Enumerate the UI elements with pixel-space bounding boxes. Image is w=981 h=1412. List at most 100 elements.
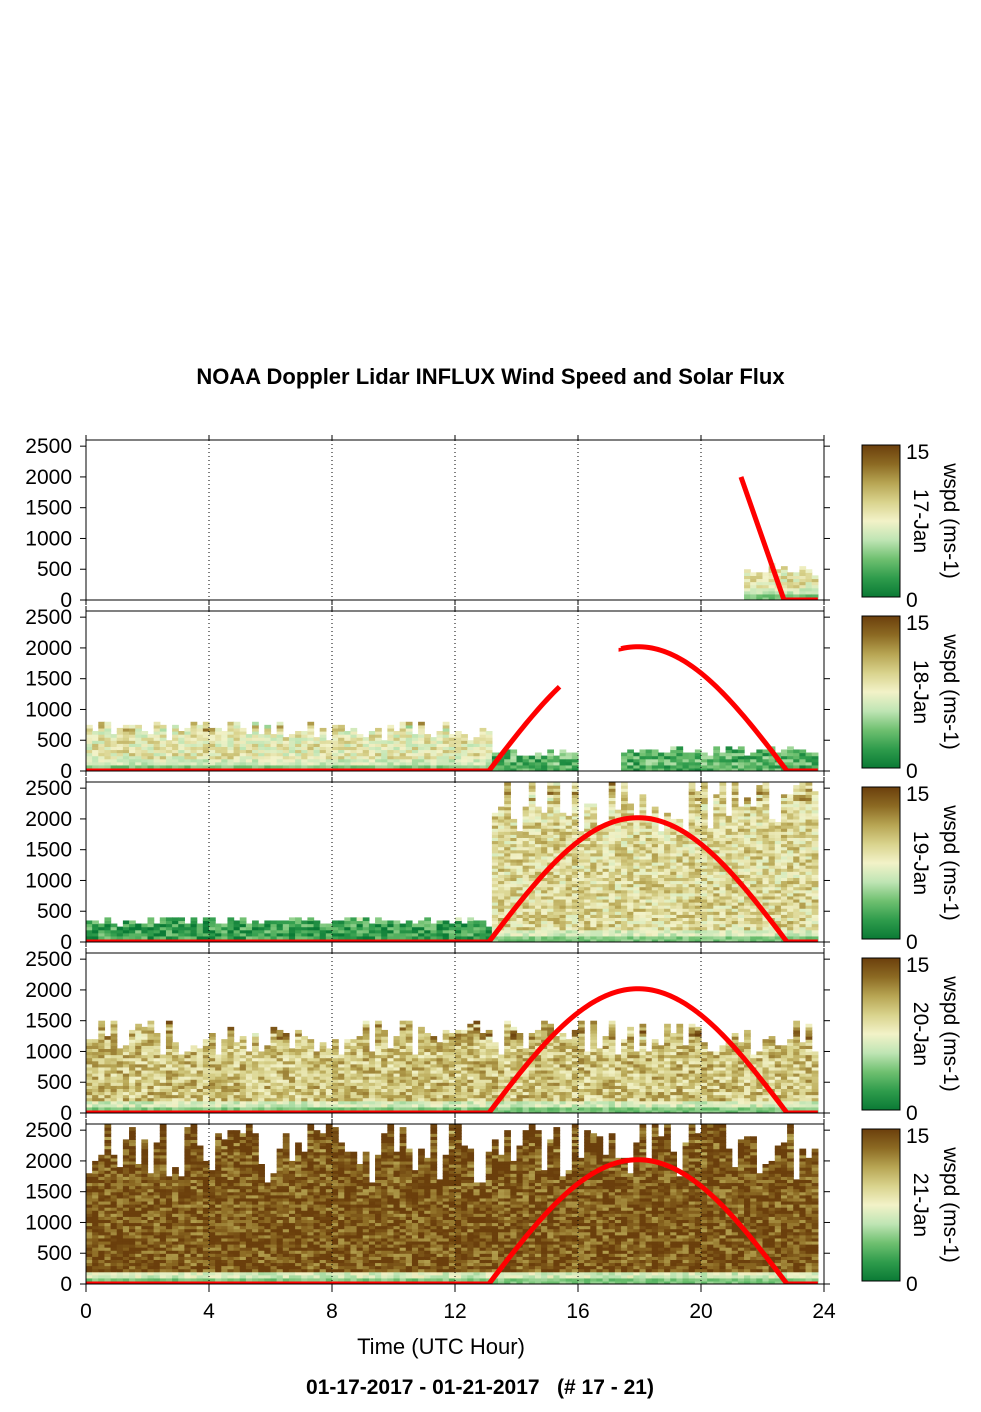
heatmap-cell bbox=[516, 862, 524, 866]
heatmap-cell bbox=[491, 926, 499, 931]
heatmap-cell bbox=[688, 935, 696, 940]
heatmap-cell bbox=[780, 877, 788, 882]
heatmap-cell bbox=[694, 868, 702, 872]
heatmap-cell bbox=[491, 889, 499, 894]
heatmap-cell bbox=[621, 806, 628, 811]
heatmap-cell bbox=[559, 923, 567, 928]
heatmap-cell bbox=[731, 843, 739, 848]
heatmap-cell bbox=[282, 761, 290, 766]
heatmap-cell bbox=[498, 868, 505, 872]
heatmap-cell bbox=[282, 740, 290, 744]
heatmap-cell bbox=[793, 837, 800, 842]
heatmap-cell bbox=[657, 892, 665, 897]
heatmap-cell bbox=[608, 843, 616, 848]
heatmap-cell bbox=[276, 758, 284, 763]
heatmap-cell bbox=[725, 749, 733, 754]
heatmap-cell bbox=[165, 1060, 173, 1065]
heatmap-cell bbox=[424, 761, 431, 766]
heatmap-cell bbox=[682, 920, 690, 925]
heatmap-cell bbox=[565, 752, 573, 757]
heatmap-cell bbox=[596, 898, 604, 903]
heatmap-cell bbox=[744, 593, 751, 598]
heatmap-cell bbox=[528, 880, 536, 885]
heatmap-cell bbox=[645, 761, 653, 766]
heatmap-cell bbox=[209, 731, 216, 735]
heatmap-cell bbox=[264, 752, 272, 757]
y-tick-label: 2000 bbox=[25, 466, 72, 489]
heatmap-cell bbox=[676, 758, 684, 763]
heatmap-cell bbox=[565, 920, 573, 925]
heatmap-cell bbox=[639, 938, 647, 942]
heatmap-cell bbox=[541, 914, 548, 918]
heatmap-cell bbox=[793, 590, 800, 595]
heatmap-cell bbox=[510, 871, 518, 875]
heatmap-cell bbox=[719, 840, 727, 845]
heatmap-cell bbox=[719, 911, 727, 915]
heatmap-cell bbox=[780, 895, 788, 900]
heatmap-cell bbox=[135, 935, 142, 940]
heatmap-cell bbox=[135, 1023, 142, 1028]
heatmap-cell bbox=[608, 852, 616, 857]
heatmap-cell bbox=[172, 1088, 179, 1093]
heatmap-cell bbox=[159, 724, 167, 729]
heatmap-cell bbox=[436, 731, 444, 735]
heatmap-cell bbox=[215, 743, 222, 747]
heatmap-cell bbox=[694, 752, 702, 757]
heatmap-cell bbox=[92, 1091, 99, 1096]
heatmap-cell bbox=[534, 767, 542, 771]
heatmap-cell bbox=[239, 935, 247, 940]
heatmap-cell bbox=[159, 929, 167, 934]
heatmap-cell bbox=[596, 914, 604, 918]
heatmap-cell bbox=[534, 840, 542, 845]
heatmap-cell bbox=[633, 911, 641, 915]
heatmap-cell bbox=[614, 895, 622, 900]
heatmap-cell bbox=[491, 831, 499, 835]
heatmap-cell bbox=[694, 905, 702, 909]
heatmap-cell bbox=[332, 923, 339, 928]
heatmap-cell bbox=[122, 740, 130, 744]
heatmap-cell bbox=[731, 852, 739, 857]
heatmap-cell bbox=[104, 935, 112, 940]
heatmap-cell bbox=[602, 886, 610, 891]
heatmap-cell bbox=[664, 892, 671, 897]
heatmap-cell bbox=[725, 862, 733, 866]
heatmap-cell bbox=[805, 892, 813, 897]
heatmap-cell bbox=[571, 803, 579, 808]
heatmap-cell bbox=[129, 1051, 136, 1056]
heatmap-cell bbox=[522, 883, 530, 888]
heatmap-cell bbox=[731, 825, 739, 829]
colorbar bbox=[861, 786, 901, 940]
heatmap-cell bbox=[165, 1033, 173, 1037]
heatmap-cell bbox=[553, 767, 561, 771]
heatmap-cell bbox=[122, 1103, 130, 1108]
heatmap-cell bbox=[215, 923, 222, 928]
heatmap-cell bbox=[651, 932, 659, 937]
heatmap-cell bbox=[325, 749, 333, 754]
heatmap-cell bbox=[553, 791, 561, 795]
heatmap-cell bbox=[184, 752, 192, 757]
heatmap-cell bbox=[750, 886, 757, 891]
heatmap-cell bbox=[92, 1088, 99, 1093]
heatmap-cell bbox=[565, 858, 573, 863]
heatmap-cell bbox=[725, 815, 733, 820]
heatmap-cell bbox=[756, 935, 764, 940]
heatmap-cell bbox=[787, 572, 794, 576]
heatmap-cell bbox=[442, 932, 450, 937]
heatmap-cell bbox=[713, 822, 721, 826]
heatmap-cell bbox=[614, 926, 622, 931]
heatmap-cell bbox=[129, 758, 136, 763]
heatmap-cell bbox=[104, 1094, 112, 1099]
heatmap-cell bbox=[338, 761, 345, 766]
heatmap-cell bbox=[590, 905, 598, 909]
heatmap-cell bbox=[651, 908, 659, 912]
heatmap-cell bbox=[122, 1094, 130, 1099]
heatmap-cell bbox=[239, 758, 247, 763]
heatmap-cell bbox=[455, 752, 462, 757]
heatmap-cell bbox=[522, 843, 530, 848]
heatmap-cell bbox=[701, 880, 708, 885]
heatmap-cell bbox=[768, 865, 776, 869]
heatmap-cell bbox=[86, 1091, 93, 1096]
heatmap-cell bbox=[239, 1085, 247, 1089]
heatmap-cell bbox=[522, 818, 530, 823]
heatmap-cell bbox=[707, 911, 714, 915]
